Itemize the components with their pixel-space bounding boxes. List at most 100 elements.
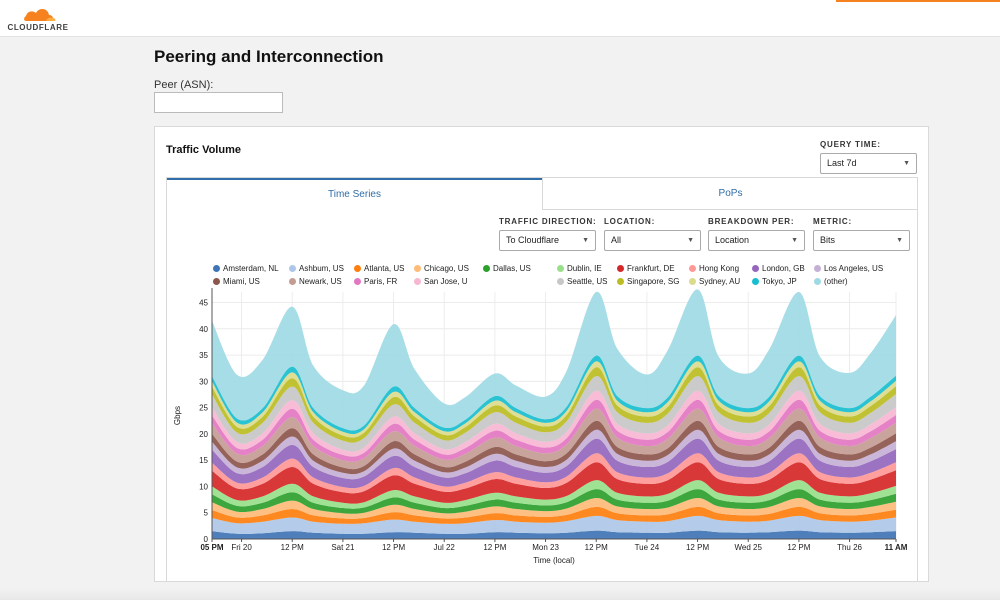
legend-label: Tokyo, JP <box>762 277 797 286</box>
tab-pops[interactable]: PoPs <box>542 178 918 210</box>
y-axis-title: Gbps <box>173 406 182 425</box>
legend-item[interactable]: London, GB <box>752 264 805 273</box>
legend-label: Los Angeles, US <box>824 264 884 273</box>
area-series <box>212 361 896 438</box>
x-tick-label: Mon 23 <box>532 543 559 552</box>
y-tick-label: 20 <box>199 430 208 439</box>
legend-label: Amsterdam, NL <box>223 264 279 273</box>
legend-label: Dallas, US <box>493 264 531 273</box>
legend-item[interactable]: Chicago, US <box>414 264 469 273</box>
y-tick-label: 15 <box>199 456 208 465</box>
x-tick-label: 05 PM <box>200 543 223 552</box>
area-series <box>212 367 896 443</box>
page-bottom-edge <box>0 588 1000 600</box>
legend-swatch <box>752 278 759 285</box>
query-time-label: QUERY TIME: <box>820 140 881 149</box>
legend-label: Singapore, SG <box>627 277 680 286</box>
y-tick-label: 10 <box>199 482 208 491</box>
x-tick-label: 11 AM <box>885 543 908 552</box>
legend-item[interactable]: Singapore, SG <box>617 277 679 286</box>
x-tick-label: Jul 22 <box>434 543 456 552</box>
legend-item[interactable]: Paris, FR <box>354 277 397 286</box>
traffic-direction-select[interactable]: To Cloudflare ▼ <box>499 230 596 251</box>
breakdown-per-label: BREAKDOWN PER: <box>708 217 795 226</box>
area-series <box>212 438 896 489</box>
breakdown-per-value: Location <box>715 235 750 245</box>
legend-label: Seattle, US <box>567 277 608 286</box>
peer-asn-input[interactable] <box>154 92 283 113</box>
tab-time-series[interactable]: Time Series <box>167 178 542 210</box>
legend-swatch <box>354 265 361 272</box>
legend-item[interactable]: San Jose, U <box>414 277 468 286</box>
legend-item[interactable]: Los Angeles, US <box>814 264 883 273</box>
legend-item[interactable]: Dallas, US <box>483 264 531 273</box>
legend-item[interactable]: Sydney, AU <box>689 277 740 286</box>
area-series <box>212 453 896 494</box>
y-tick-label: 35 <box>199 351 208 360</box>
x-tick-label: Thu 26 <box>837 543 862 552</box>
legend-swatch <box>354 278 361 285</box>
x-tick-label: 12 PM <box>483 543 506 552</box>
area-series <box>212 289 896 431</box>
traffic-volume-chart: 0 5 10 15 20 25 30 35 40 45 05 PM Fri 20 12 PM Sat 21… <box>173 288 908 565</box>
legend-label: Paris, FR <box>364 277 398 286</box>
chevron-down-icon: ▼ <box>903 160 910 167</box>
area-series <box>212 408 896 470</box>
area-series <box>212 506 896 524</box>
legend-label: Ashbum, US <box>299 264 344 273</box>
area-series <box>212 462 896 504</box>
legend-item[interactable]: Ashbum, US <box>289 264 344 273</box>
x-axis-title: Time (local) <box>533 556 575 565</box>
location-value: All <box>611 235 622 245</box>
legend-swatch <box>689 278 696 285</box>
top-bar: CLOUDFLARE <box>0 0 1000 37</box>
area-series <box>212 480 896 509</box>
card-title: Traffic Volume <box>166 144 241 156</box>
legend-swatch <box>617 278 624 285</box>
legend-swatch <box>689 265 696 272</box>
legend-swatch <box>814 265 821 272</box>
legend-item[interactable]: Seattle, US <box>557 277 607 286</box>
x-tick-label: 12 PM <box>686 543 709 552</box>
legend-item[interactable]: Tokyo, JP <box>752 277 797 286</box>
legend-swatch <box>414 265 421 272</box>
legend-label: Frankfurt, DE <box>627 264 675 273</box>
legend-swatch <box>414 278 421 285</box>
area-series <box>212 420 896 475</box>
legend-item[interactable]: Atlanta, US <box>354 264 404 273</box>
legend-swatch <box>752 265 759 272</box>
legend-swatch <box>213 278 220 285</box>
breakdown-per-select[interactable]: Location ▼ <box>708 230 805 251</box>
x-tick-label: Wed 25 <box>735 543 763 552</box>
legend-swatch <box>213 265 220 272</box>
legend-label: San Jose, U <box>424 277 468 286</box>
area-series <box>212 399 896 462</box>
area-series <box>212 489 896 514</box>
x-tick-label: Fri 20 <box>231 543 252 552</box>
legend-item[interactable]: Miami, US <box>213 277 260 286</box>
x-tick-label: Tue 24 <box>635 543 660 552</box>
legend-item[interactable]: Dublin, IE <box>557 264 602 273</box>
query-time-select[interactable]: Last 7d ▼ <box>820 153 917 174</box>
area-series <box>212 429 896 480</box>
legend-item[interactable]: Hong Kong <box>689 264 739 273</box>
traffic-direction-value: To Cloudflare <box>506 235 560 245</box>
y-tick-label: 40 <box>199 325 208 334</box>
legend-item[interactable]: (other) <box>814 277 848 286</box>
legend-swatch <box>557 278 564 285</box>
cloudflare-logo[interactable]: CLOUDFLARE <box>2 3 74 33</box>
area-series <box>212 515 896 534</box>
legend-item[interactable]: Amsterdam, NL <box>213 264 279 273</box>
metric-select[interactable]: Bits ▼ <box>813 230 910 251</box>
metric-value: Bits <box>820 235 836 245</box>
y-tick-label: 5 <box>204 509 209 518</box>
query-time-value: Last 7d <box>827 158 857 168</box>
legend-item[interactable]: Frankfurt, DE <box>617 264 675 273</box>
legend-swatch <box>617 265 624 272</box>
legend-swatch <box>289 265 296 272</box>
location-select[interactable]: All ▼ <box>604 230 701 251</box>
x-tick-label: 12 PM <box>281 543 304 552</box>
y-tick-label: 30 <box>199 377 208 386</box>
legend-item[interactable]: Newark, US <box>289 277 342 286</box>
chevron-down-icon: ▼ <box>791 237 798 244</box>
